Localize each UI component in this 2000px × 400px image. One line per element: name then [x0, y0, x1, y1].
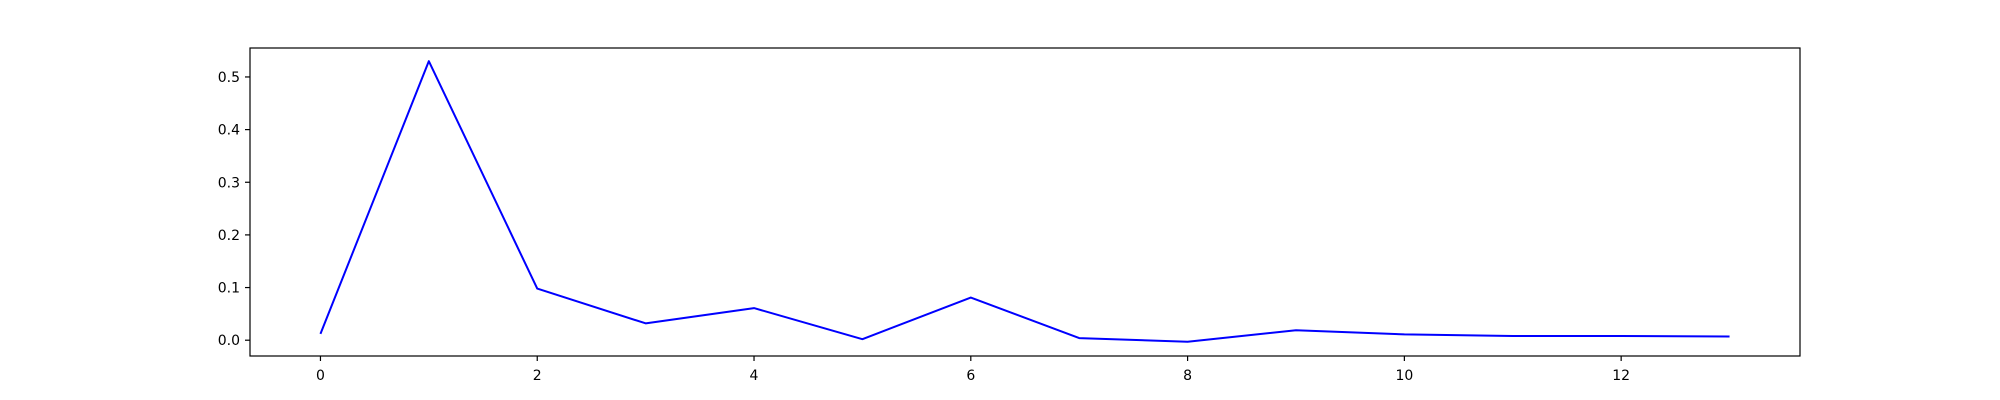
x-tick-label: 8 — [1183, 368, 1192, 384]
x-tick-label: 12 — [1612, 368, 1630, 384]
y-tick-label: 0.4 — [218, 123, 240, 139]
y-tick-label: 0.3 — [218, 175, 240, 191]
x-tick-label: 2 — [533, 368, 542, 384]
x-tick-label: 6 — [966, 368, 975, 384]
y-tick-label: 0.0 — [218, 333, 240, 349]
y-tick-label: 0.2 — [218, 228, 240, 244]
x-tick-label: 4 — [750, 368, 759, 384]
y-axis: 0.0 0.1 0.2 0.3 0.4 0.5 — [218, 70, 250, 349]
axes-frame — [249, 47, 1801, 357]
plot-area — [250, 48, 1800, 356]
x-tick-label: 0 — [316, 368, 325, 384]
series-line — [319, 60, 1730, 343]
y-tick-label: 0.1 — [218, 281, 240, 297]
series-layer — [319, 60, 1730, 343]
y-tick-label: 0.5 — [218, 70, 240, 86]
x-tick-label: 10 — [1395, 368, 1413, 384]
x-axis: 0 2 4 6 8 10 12 — [316, 356, 1630, 384]
